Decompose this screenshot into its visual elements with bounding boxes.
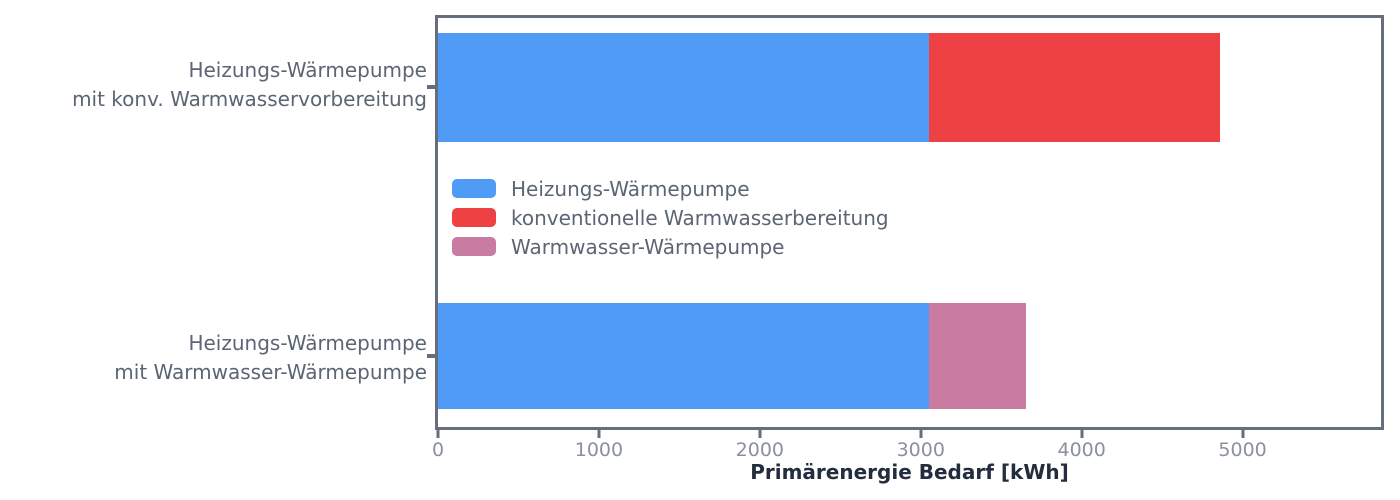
bar-segment: [438, 303, 929, 409]
legend-swatch-blue: [452, 179, 496, 198]
plot-area: Heizungs-Wärmepumpe konventionelle Warmw…: [435, 15, 1384, 430]
legend-item-konventionelle-warmwasserbereitung: konventionelle Warmwasserbereitung: [452, 203, 889, 232]
x-tick-mark: [1241, 430, 1245, 438]
y-category-label-konv-warmwasser: Heizungs-Wärmepumpe mit konv. Warmwasser…: [72, 58, 427, 111]
x-tick-label: 2000: [735, 439, 785, 461]
legend-label: Heizungs-Wärmepumpe: [511, 176, 750, 201]
y-tick-mark: [427, 354, 435, 358]
x-tick-label: 0: [431, 439, 445, 461]
legend-label: konventionelle Warmwasserbereitung: [511, 205, 889, 230]
bars-layer: [438, 18, 1381, 427]
legend-item-warmwasser-waermepumpe: Warmwasser-Wärmepumpe: [452, 232, 889, 261]
x-tick-mark: [436, 430, 440, 438]
bar-segment: [438, 33, 929, 142]
x-tick-mark: [597, 430, 601, 438]
bar-row: [438, 33, 1381, 142]
x-tick-mark: [1080, 430, 1084, 438]
x-tick-label: 5000: [1218, 439, 1267, 461]
x-axis: 0 1000 2000 3000 4000 5000: [432, 430, 1381, 464]
legend-swatch-red: [452, 208, 496, 227]
x-tick-mark: [758, 430, 762, 438]
y-tick-mark: [427, 85, 435, 89]
legend: Heizungs-Wärmepumpe konventionelle Warmw…: [452, 174, 889, 261]
y-category-label-warmwasser-waermepumpe: Heizungs-Wärmepumpe mit Warmwasser-Wärme…: [114, 331, 427, 384]
legend-label: Warmwasser-Wärmepumpe: [511, 234, 785, 259]
x-tick-label: 1000: [574, 439, 624, 461]
bar-segment: [928, 303, 1027, 409]
x-axis-title: Primärenergie Bedarf [kWh]: [750, 460, 1069, 484]
legend-swatch-pink: [452, 237, 496, 256]
legend-item-heizungs-waermepumpe: Heizungs-Wärmepumpe: [452, 174, 889, 203]
bar-segment: [928, 33, 1221, 142]
x-tick-label: 4000: [1057, 439, 1106, 461]
x-tick-mark: [919, 430, 923, 438]
x-tick-label: 3000: [896, 439, 945, 461]
bar-row: [438, 303, 1381, 409]
